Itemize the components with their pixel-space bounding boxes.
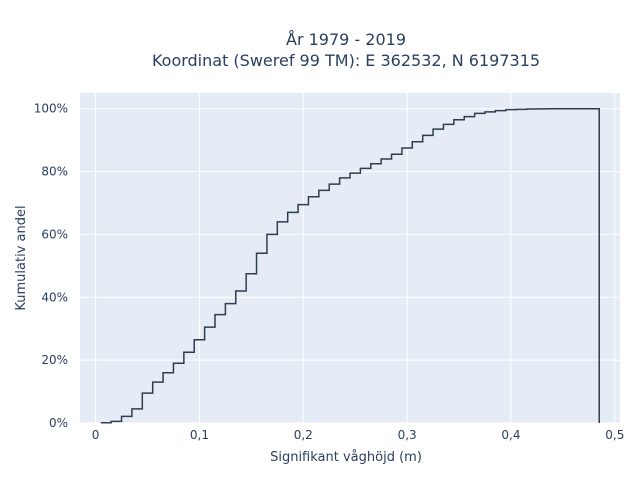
y-tick-label: 80% bbox=[41, 165, 68, 179]
cdf-step-line bbox=[100, 107, 600, 424]
x-axis-title: Signifikant våghöjd (m) bbox=[270, 450, 422, 465]
chart-title-line1: År 1979 - 2019 bbox=[286, 30, 406, 49]
x-tick-label: 0,5 bbox=[605, 428, 624, 442]
x-tick-label: 0,4 bbox=[501, 428, 520, 442]
y-tick-label: 60% bbox=[41, 227, 68, 241]
y-tick-label: 40% bbox=[41, 290, 68, 304]
x-tick-label: 0 bbox=[92, 428, 100, 442]
plot-area bbox=[80, 93, 620, 423]
grid bbox=[80, 93, 620, 424]
chart-title-line2: Koordinat (Sweref 99 TM): E 362532, N 61… bbox=[152, 51, 540, 70]
x-tick-label: 0,2 bbox=[294, 428, 313, 442]
y-tick-label: 100% bbox=[34, 102, 68, 116]
x-tick-label: 0,1 bbox=[190, 428, 209, 442]
x-tick-label: 0,3 bbox=[398, 428, 417, 442]
ticks: 0 0,1 0,2 0,3 0,4 0,5 0% 20% 40% 60% 80% 100% bbox=[34, 102, 625, 442]
y-tick-label: 0% bbox=[49, 416, 68, 430]
y-tick-label: 20% bbox=[41, 353, 68, 367]
y-axis-title: Kumulativ andel bbox=[14, 205, 29, 310]
